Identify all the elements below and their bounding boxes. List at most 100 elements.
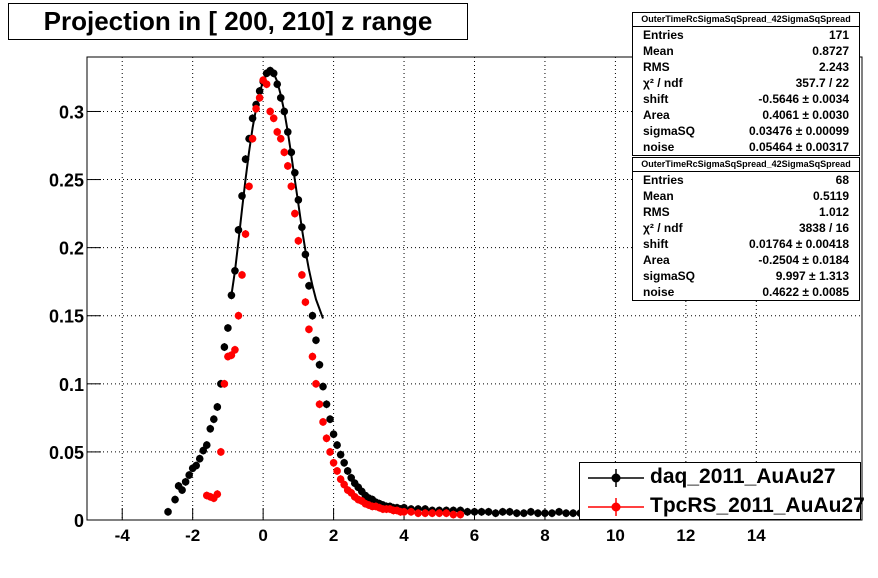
stats-row: Entries 68 — [633, 172, 859, 188]
data-point — [400, 508, 408, 516]
data-point — [505, 508, 514, 516]
stats-value: 0.01764 ± 0.00418 — [748, 237, 849, 251]
stats-value: 0.5119 — [812, 189, 849, 203]
data-point — [248, 134, 257, 143]
data-point — [541, 509, 549, 517]
stats-value: 0.05464 ± 0.00317 — [748, 140, 849, 154]
data-point — [206, 424, 215, 433]
data-point — [301, 298, 310, 306]
data-point — [234, 226, 243, 234]
stats-row: noise 0.05464 ± 0.00317 — [633, 139, 859, 155]
data-point — [298, 223, 306, 232]
stats-label: noise — [643, 285, 675, 299]
y-tick-label: 0 — [74, 511, 84, 531]
data-point — [520, 509, 528, 517]
data-point — [463, 508, 472, 516]
y-tick-label: 0.3 — [59, 102, 84, 122]
data-point — [199, 446, 208, 455]
data-point — [269, 114, 278, 123]
data-point — [308, 352, 317, 361]
stats-label: χ² / ndf — [643, 76, 683, 90]
data-point — [470, 508, 479, 516]
chart-title: Projection in [ 200, 210] z range — [43, 6, 433, 36]
data-point — [298, 271, 306, 279]
data-point — [414, 509, 422, 517]
stats-value: 171 — [828, 28, 849, 42]
stats-row: χ² / ndf 3838 / 16 — [633, 220, 859, 236]
x-tick-label: 6 — [470, 526, 479, 545]
data-point — [273, 128, 282, 136]
stats-row: Mean 0.8727 — [633, 43, 859, 59]
data-point — [220, 343, 229, 351]
chart-title-box: Projection in [ 200, 210] z range — [8, 3, 468, 40]
stats-value: 0.03476 ± 0.00099 — [748, 124, 849, 138]
stats-value: 68 — [835, 173, 849, 187]
data-point — [276, 134, 285, 143]
data-point — [217, 448, 225, 456]
data-point — [442, 509, 451, 517]
x-tick-label: 12 — [676, 526, 695, 545]
data-point — [241, 155, 250, 163]
stats-label: χ² / ndf — [643, 221, 683, 235]
stats-row: shift -0.5646 ± 0.0034 — [633, 91, 859, 107]
data-point — [435, 509, 444, 517]
stats-row: sigmaSQ 0.03476 ± 0.00099 — [633, 123, 859, 139]
y-tick-label: 0.05 — [49, 443, 84, 463]
data-point — [336, 450, 345, 459]
data-point — [555, 508, 563, 516]
data-point — [484, 508, 493, 516]
data-point — [273, 80, 282, 89]
data-point — [294, 196, 303, 204]
stats-row: Area 0.4061 ± 0.0030 — [633, 107, 859, 123]
data-point — [562, 509, 570, 517]
stats-label: Area — [643, 253, 670, 267]
stats-value: -0.2504 ± 0.0184 — [758, 253, 849, 267]
data-point — [305, 325, 313, 334]
data-point — [255, 94, 264, 102]
data-point — [326, 415, 334, 424]
data-point — [238, 192, 246, 200]
data-point — [329, 459, 338, 467]
data-point — [301, 250, 310, 259]
data-point — [319, 382, 327, 391]
stats-label: Entries — [643, 28, 684, 42]
data-point — [319, 418, 327, 426]
stats-row: noise 0.4622 ± 0.0085 — [633, 284, 859, 300]
data-point — [449, 510, 458, 519]
data-point — [287, 148, 296, 157]
data-point — [343, 467, 352, 475]
data-point — [407, 508, 415, 516]
stats-value: 0.4061 ± 0.0030 — [762, 108, 849, 122]
data-point — [527, 508, 535, 516]
data-point — [491, 509, 500, 517]
data-point — [252, 104, 260, 113]
data-point — [195, 454, 204, 463]
stats-value: 9.997 ± 1.313 — [775, 269, 849, 283]
stats-label: Area — [643, 108, 670, 122]
x-tick-label: 14 — [747, 526, 766, 545]
data-point — [224, 324, 232, 332]
data-point — [280, 107, 289, 116]
data-point — [227, 351, 236, 360]
data-point — [498, 508, 507, 516]
stats-label: Mean — [643, 189, 674, 203]
data-point — [231, 266, 239, 275]
data-point — [421, 509, 429, 517]
axes: -4 -2 0 2 4 6 8 10 12 14 0 0.05 0.1 0.15 0.2 0.25 0.3 — [49, 102, 766, 545]
data-point — [548, 509, 556, 517]
stats-row: χ² / ndf 357.7 / 22 — [633, 75, 859, 91]
legend-marker-icon — [588, 498, 644, 516]
stats-box-daq: OuterTimeRcSigmaSqSpread_42SigmaSqSpread… — [632, 12, 860, 156]
data-point — [210, 415, 218, 424]
data-point — [248, 114, 257, 123]
x-tick-label: 4 — [399, 526, 409, 545]
legend-marker-icon — [588, 469, 644, 487]
stats-row: Area -0.2504 ± 0.0184 — [633, 252, 859, 268]
data-point — [428, 509, 437, 517]
stats-label: RMS — [643, 60, 670, 74]
data-point — [266, 107, 274, 116]
data-point — [287, 182, 296, 191]
data-point — [326, 448, 334, 456]
stats-row: RMS 1.012 — [633, 204, 859, 220]
data-point — [164, 508, 172, 516]
